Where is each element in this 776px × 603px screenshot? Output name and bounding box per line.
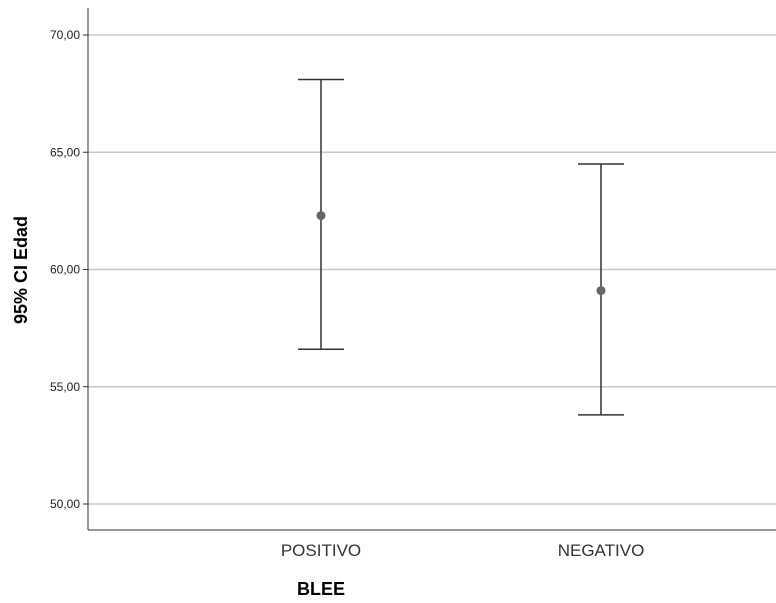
- axes: [87, 8, 776, 531]
- y-tick-label: 70,00: [50, 28, 80, 42]
- x-axis-title: BLEE: [297, 579, 345, 599]
- mean-point: [596, 286, 606, 296]
- y-tick-label: 65,00: [50, 145, 80, 159]
- y-tick-label: 50,00: [50, 497, 80, 511]
- x-tick-labels: POSITIVO NEGATIVO: [281, 541, 644, 560]
- gridlines: [83, 34, 776, 505]
- x-tick-label: NEGATIVO: [558, 541, 645, 560]
- x-tick-label: POSITIVO: [281, 541, 361, 560]
- y-tick-labels: 50,00 55,00 60,00 65,00 70,00: [50, 28, 80, 511]
- error-bar-positivo: [298, 78, 344, 350]
- y-tick-label: 60,00: [50, 263, 80, 277]
- y-axis-title: 95% CI Edad: [11, 216, 31, 324]
- y-tick-label: 55,00: [50, 380, 80, 394]
- mean-point: [316, 211, 326, 221]
- error-bar-negativo: [578, 163, 624, 416]
- error-bars: [298, 78, 624, 416]
